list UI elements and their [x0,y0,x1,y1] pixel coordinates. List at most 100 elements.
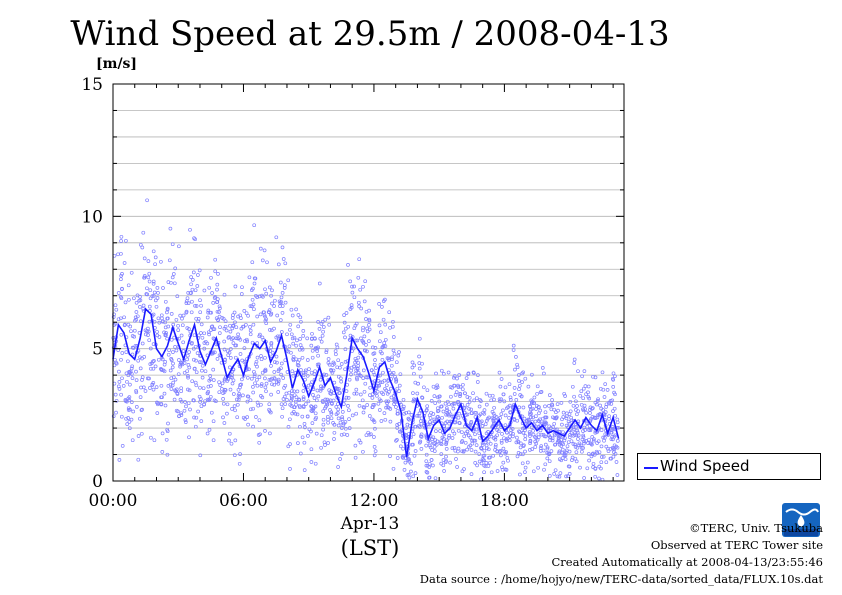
data-point [231,324,235,328]
data-point [612,390,616,395]
data-point [478,412,483,417]
data-point [523,376,528,381]
data-point [120,351,125,355]
data-point [236,393,241,398]
data-point [343,326,348,331]
data-point [290,313,295,318]
data-point [355,338,360,343]
legend: Wind Speed [637,453,821,480]
data-point [507,438,512,443]
data-point [361,341,366,345]
data-point [435,409,440,414]
data-point [277,299,282,304]
data-point [264,381,269,386]
data-point [186,374,190,378]
data-point [504,406,509,411]
data-point [303,370,308,375]
data-point [173,377,178,382]
data-point [403,460,408,465]
data-point [439,461,444,466]
data-point [493,444,498,449]
data-point [145,329,149,333]
data-point [257,418,262,423]
data-point [424,452,429,457]
data-point [111,315,116,319]
data-point [388,419,393,424]
data-point [444,447,449,451]
data-point [604,460,609,465]
data-point [484,418,489,423]
data-point [168,382,173,387]
data-point [248,325,252,329]
data-point [574,399,578,404]
data-point [325,402,329,407]
data-point [250,297,255,302]
data-point [288,327,292,332]
data-point [119,234,124,239]
data-point [333,349,338,353]
data-point [514,398,519,402]
data-point [329,410,334,415]
data-point [209,410,214,415]
data-point [574,433,579,438]
data-point [263,367,268,372]
data-point [395,438,399,442]
data-point [575,445,580,450]
data-point [356,360,360,365]
data-point [270,288,274,293]
data-point [528,441,532,446]
data-point [298,337,303,341]
data-point [217,304,222,309]
data-point [361,449,365,454]
data-point [411,399,416,404]
data-point [238,337,243,342]
footer-copyright: ©TERC, Univ. Tsukuba [689,521,823,535]
data-point [602,395,607,399]
data-point [152,290,157,295]
data-point [440,435,445,440]
data-point [507,382,512,387]
data-point [326,441,330,445]
data-point [474,396,479,401]
data-point [280,291,285,295]
data-point [199,322,204,327]
data-point [270,350,275,355]
data-point [612,406,617,411]
data-point [394,438,398,443]
data-point [195,284,200,288]
data-point [466,444,471,449]
data-point [601,435,606,440]
data-point [339,432,344,437]
data-point [147,271,152,276]
data-point [601,387,606,392]
data-point [511,348,516,352]
data-point [434,371,438,376]
data-point [401,446,405,451]
data-point [173,388,177,393]
data-point [194,304,199,308]
data-point [429,410,433,415]
data-point [188,227,192,232]
data-point [476,373,480,377]
data-point [400,455,405,459]
data-point [165,336,169,341]
data-point [502,399,507,404]
data-point [367,339,371,343]
data-point [222,339,227,344]
data-point [263,355,267,360]
data-point [208,374,213,378]
data-point [303,368,308,373]
data-point [565,444,570,449]
data-point [205,341,210,346]
x-tick-label: 00:00 [89,491,138,511]
data-point [353,455,358,460]
data-point [425,388,430,393]
data-point [248,328,253,333]
data-point [367,323,371,327]
data-point [431,463,435,468]
data-point [574,450,579,455]
data-point [512,386,517,390]
data-point [228,329,233,334]
data-point [439,404,443,409]
data-point [242,346,247,350]
